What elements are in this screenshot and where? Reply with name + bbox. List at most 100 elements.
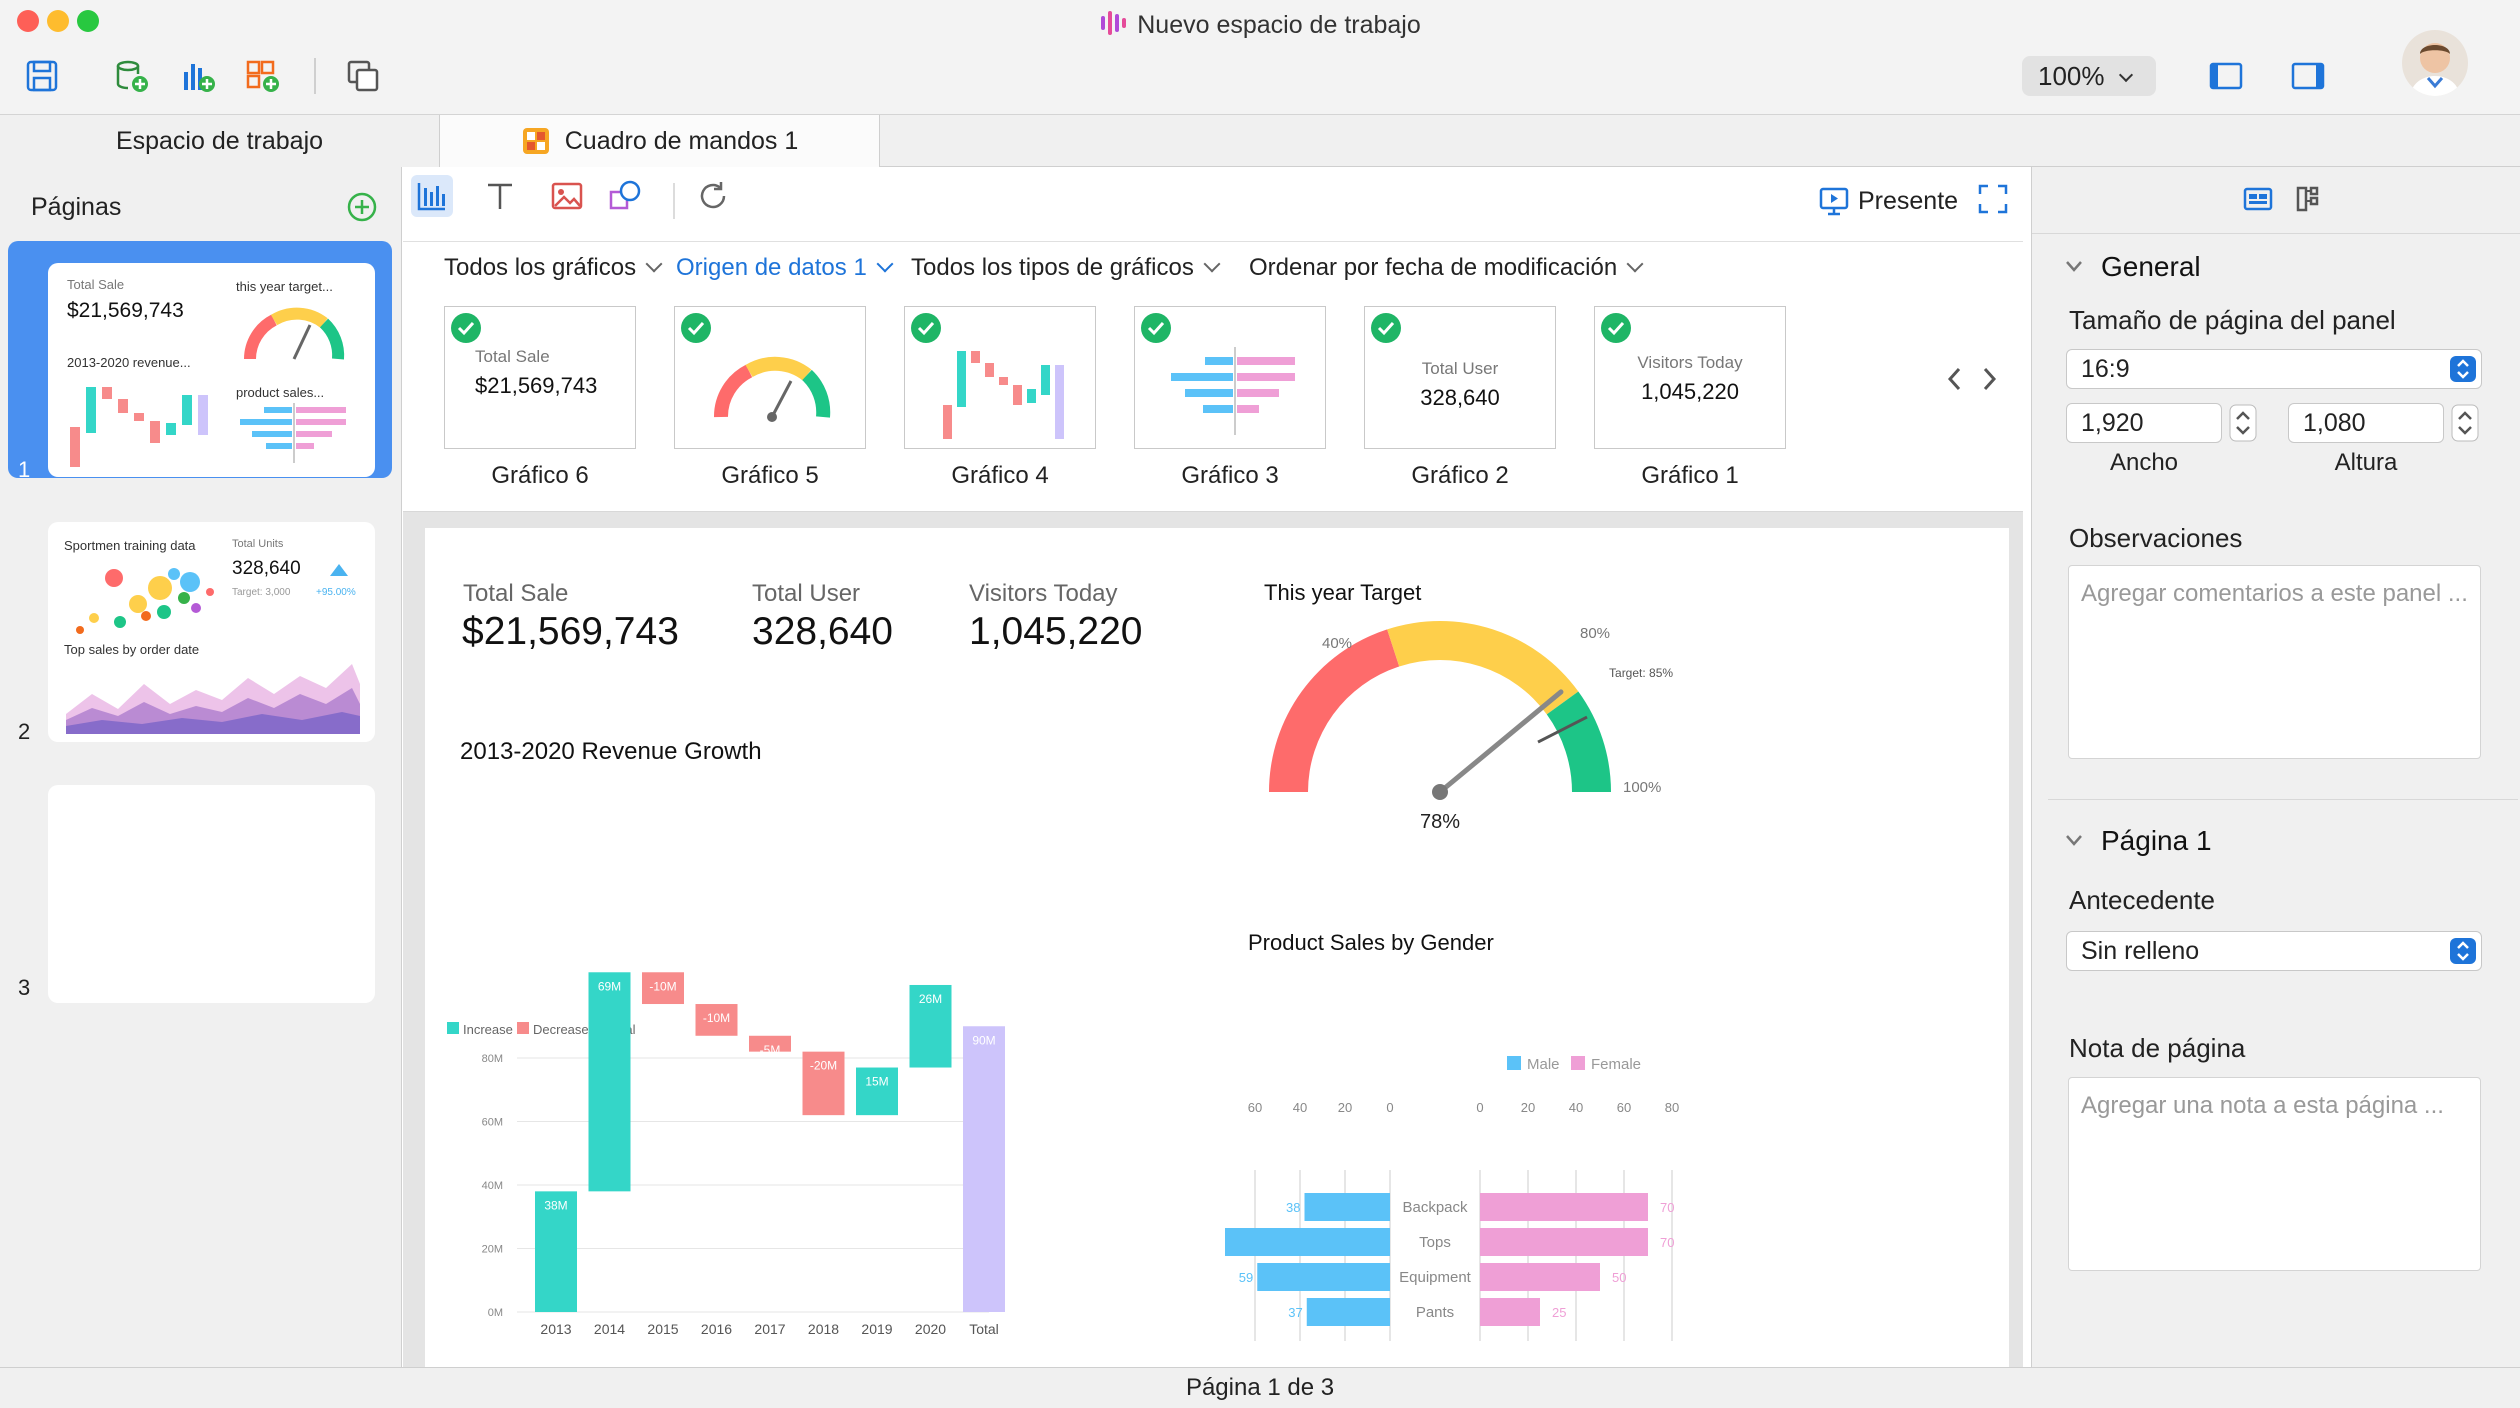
- zoom-value: 100%: [2038, 61, 2105, 91]
- add-page-icon[interactable]: [346, 191, 378, 223]
- page-thumbnail-3[interactable]: [48, 785, 375, 1003]
- waterfall-bar-2014: [588, 972, 631, 1192]
- card-1-value: 1,045,220: [1641, 379, 1739, 404]
- duplicate-icon[interactable]: [345, 58, 381, 94]
- waterfall-bar-Total: [963, 1026, 1005, 1312]
- chart-card-4[interactable]: [904, 306, 1096, 449]
- chevron-down-icon[interactable]: [2063, 829, 2085, 851]
- notes-placeholder: Agregar comentarios a este panel ...: [2081, 580, 2468, 607]
- title-bar: Nuevo espacio de trabajo 100%: [0, 0, 2520, 115]
- minimize-window-button[interactable]: [47, 10, 69, 32]
- present-button[interactable]: Presente: [1818, 179, 1958, 223]
- fullscreen-icon[interactable]: [1977, 183, 2009, 215]
- chart-tool-icon[interactable]: [416, 180, 448, 212]
- target-gauge-chart[interactable]: Target: 85%78%0%40%80%100%: [1245, 608, 1905, 938]
- gender-butterfly-chart[interactable]: MaleFemale806040200020406080category3870…: [1225, 948, 2005, 1358]
- zoom-select[interactable]: 100%: [2022, 56, 2156, 96]
- card-2-value: 328,640: [1420, 385, 1500, 410]
- gender-chart-title: Product Sales by Gender: [1248, 930, 1494, 955]
- chart-card-1[interactable]: Visitors Today 1,045,220: [1594, 306, 1786, 449]
- card-2-label: Gráfico 2: [1411, 462, 1509, 489]
- save-icon[interactable]: [24, 58, 60, 94]
- waterfall-data-label: -10M: [649, 979, 676, 993]
- add-dashboard-icon[interactable]: [244, 58, 280, 94]
- gauge-value-label: 78%: [1420, 811, 1460, 833]
- waterfall-data-label: 26M: [919, 992, 942, 1006]
- page-number-1: 1: [18, 457, 31, 482]
- gauge-band-label: 80%: [1580, 625, 1610, 642]
- revenue-waterfall-chart[interactable]: Increase Decrease Total 0M 20M 40M 60M 80M 38M 20…: [425, 778, 1205, 1338]
- layers-tab-icon[interactable]: [2294, 183, 2326, 215]
- kpi-visitors-label: Visitors Today: [969, 580, 1118, 607]
- thumb-target-label: this year target...: [236, 279, 333, 294]
- properties-tab-icon[interactable]: [2242, 183, 2274, 215]
- dashboard-page[interactable]: Total Sale $21,569,743 Total User 328,64…: [425, 528, 2009, 1367]
- toggle-right-panel-icon[interactable]: [2290, 58, 2326, 94]
- page-thumbnail-1[interactable]: Total Sale $21,569,743 this year target.…: [48, 263, 375, 477]
- chevron-right-icon[interactable]: [1977, 364, 2001, 394]
- chevron-down-icon: [645, 255, 663, 273]
- x-tick-label: 2019: [861, 1321, 892, 1337]
- check-icon: [911, 313, 941, 343]
- properties-panel: General Tamaño de página del panel 16:9 …: [2031, 167, 2520, 1367]
- text-tool-icon[interactable]: [484, 180, 516, 212]
- image-tool-icon[interactable]: [550, 180, 584, 212]
- card-5-label: Gráfico 5: [721, 462, 819, 489]
- thumb-training-label: Sportmen training data: [64, 538, 196, 553]
- legend-swatch-male: [1507, 1056, 1521, 1070]
- legend-label-female: Female: [1591, 1056, 1641, 1073]
- thumb-target-small-label: Target: 3,000: [232, 587, 291, 598]
- background-select[interactable]: Sin relleno: [2066, 931, 2482, 971]
- add-chart-icon[interactable]: [180, 58, 216, 94]
- page-thumbnail-2[interactable]: Sportmen training data Total Units 328,6…: [48, 522, 375, 742]
- refresh-icon[interactable]: [697, 180, 729, 212]
- waterfall-data-label: 15M: [865, 1075, 888, 1089]
- avatar[interactable]: [2402, 30, 2468, 96]
- chart-card-2[interactable]: Total User 328,640: [1364, 306, 1556, 449]
- toggle-left-panel-icon[interactable]: [2208, 58, 2244, 94]
- page-size-select[interactable]: 16:9: [2066, 349, 2482, 389]
- height-input[interactable]: 1,080: [2288, 403, 2444, 443]
- waterfall-bar-2019: [856, 1067, 898, 1116]
- add-data-source-icon[interactable]: [114, 58, 150, 94]
- chart-card-3[interactable]: [1134, 306, 1326, 449]
- x-tick-label: 2017: [754, 1321, 785, 1337]
- page-note-label: Nota de página: [2069, 1033, 2246, 1063]
- sort-filter[interactable]: Ordenar por fecha de modificación: [1249, 254, 1644, 282]
- chevron-left-icon[interactable]: [1943, 364, 1967, 394]
- width-input[interactable]: 1,920: [2066, 403, 2222, 443]
- height-stepper-icon[interactable]: [2450, 403, 2480, 443]
- close-window-button[interactable]: [17, 10, 39, 32]
- chart-types-filter[interactable]: Todos los tipos de gráficos: [911, 254, 1221, 282]
- legend-swatch-female: [1571, 1056, 1585, 1070]
- category-label: Backpack: [1402, 1199, 1468, 1216]
- all-charts-filter[interactable]: Todos los gráficos: [444, 254, 663, 282]
- y-tick-label: 60M: [482, 1117, 503, 1129]
- chart-card-6[interactable]: Total Sale $21,569,743: [444, 306, 636, 449]
- data-source-filter[interactable]: Origen de datos 1: [676, 254, 894, 282]
- female-bar-pants: [1480, 1298, 1540, 1326]
- check-icon: [1371, 313, 1401, 343]
- female-bar-backpack: [1480, 1193, 1648, 1221]
- right-tick-label: 60: [1617, 1100, 1631, 1115]
- female-bar-tops: [1480, 1228, 1648, 1256]
- page-note-textarea[interactable]: Agregar una nota a esta página ...: [2068, 1077, 2481, 1271]
- chart-card-5[interactable]: [674, 306, 866, 449]
- present-label: Presente: [1858, 186, 1959, 215]
- zoom-window-button[interactable]: [77, 10, 99, 32]
- width-stepper-icon[interactable]: [2228, 403, 2258, 443]
- gauge-target-marker: [1537, 715, 1588, 744]
- shape-tool-icon[interactable]: [608, 178, 644, 214]
- notes-textarea[interactable]: Agregar comentarios a este panel ...: [2068, 565, 2481, 759]
- gauge-band-1: [1269, 629, 1400, 792]
- thumb-bubble-chart: [76, 568, 214, 634]
- category-label: Tops: [1419, 1234, 1451, 1251]
- chevron-down-icon: [2118, 67, 2133, 83]
- male-bar-equipment: [1257, 1263, 1390, 1291]
- revenue-chart-title: 2013-2020 Revenue Growth: [460, 738, 762, 765]
- tab-dashboard-1[interactable]: Cuadro de mandos 1: [440, 115, 880, 167]
- chevron-down-icon[interactable]: [2063, 255, 2085, 277]
- chevron-down-icon: [876, 255, 894, 273]
- tab-workspace[interactable]: Espacio de trabajo: [0, 115, 440, 167]
- card-4-waterfall: [943, 351, 1064, 439]
